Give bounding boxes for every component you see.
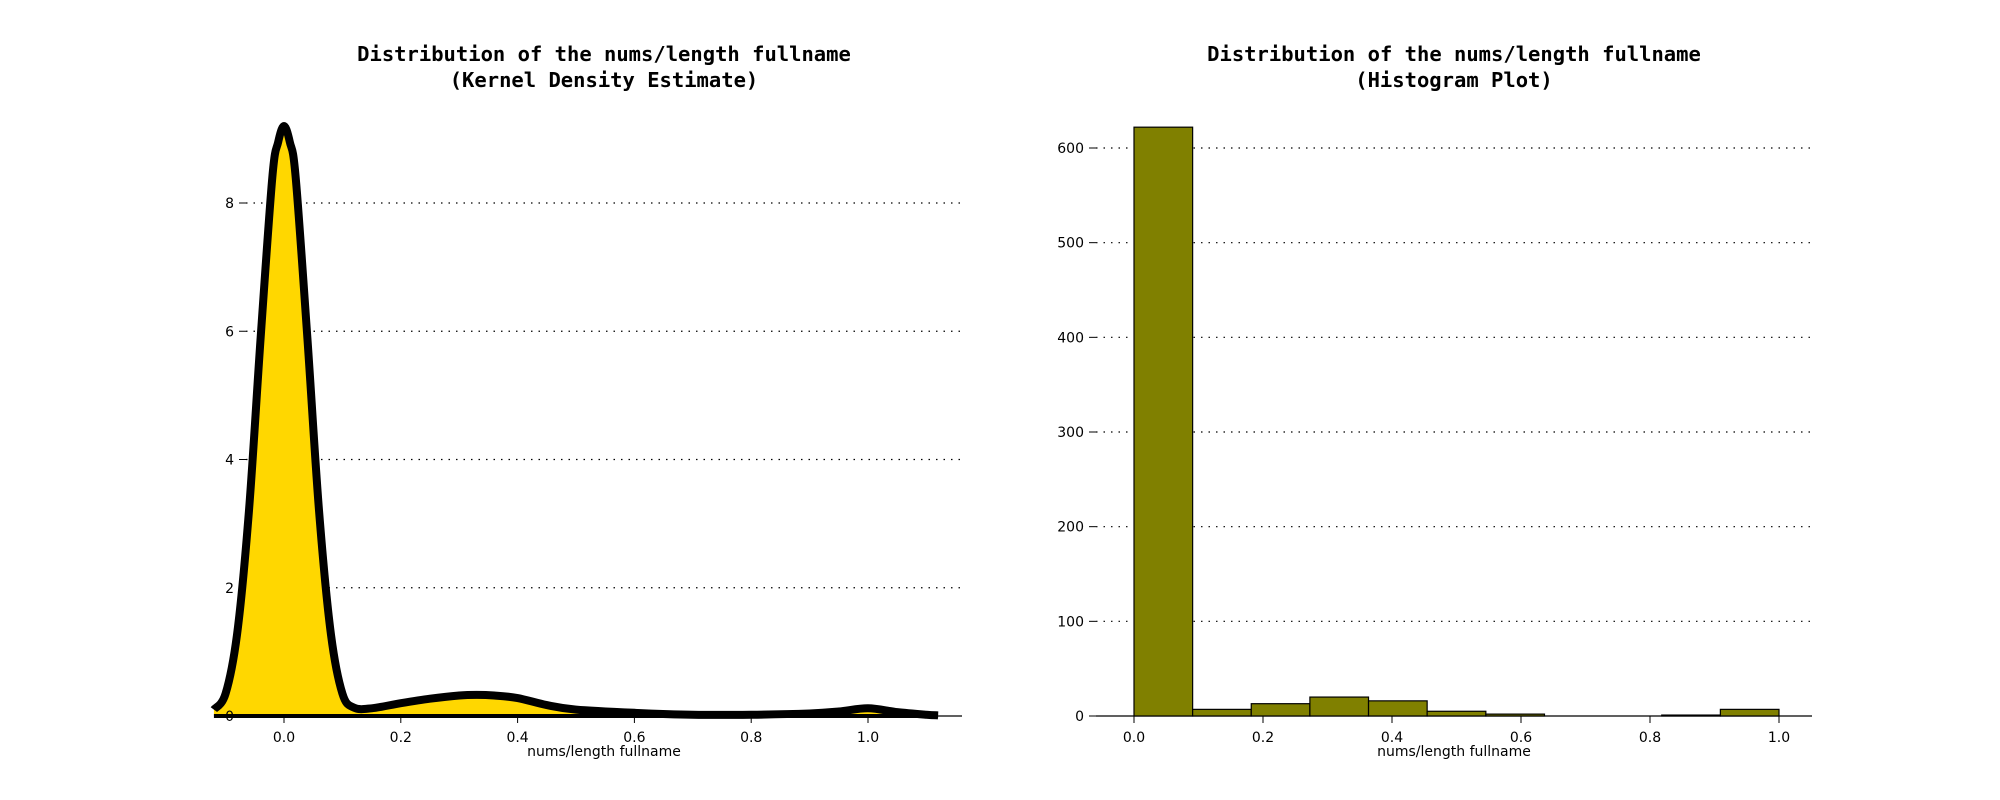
kde-x-tick-label: 1.0	[857, 730, 879, 746]
histogram-bar	[1719, 708, 1780, 717]
kde-y-tick-label: 0	[225, 709, 234, 725]
histogram-bar	[1661, 714, 1721, 717]
histogram-x-tick-label: 0.4	[1381, 730, 1403, 746]
histogram-plot-area	[1133, 126, 1780, 717]
histogram-x-axis-label: nums/length fullname	[1377, 744, 1531, 760]
histogram-bar	[1485, 713, 1546, 717]
kde-area-fill	[213, 126, 939, 717]
chart-title-line: (Histogram Plot)	[1355, 68, 1552, 92]
histogram-y-tick-label: 0	[1075, 709, 1084, 725]
kde-y-tick-label: 4	[225, 453, 234, 469]
chart-title-line: (Kernel Density Estimate)	[450, 68, 759, 92]
histogram-bar	[1192, 708, 1252, 717]
histogram-chart-panel: Distribution of the nums/length fullname…	[1057, 42, 1812, 760]
kde-y-tick-label: 6	[225, 324, 234, 340]
histogram-bar	[1250, 703, 1311, 717]
histogram-x-tick-label: 0.8	[1639, 730, 1661, 746]
histogram-y-tick-label: 500	[1057, 236, 1084, 252]
histogram-y-tick-label: 600	[1057, 141, 1084, 157]
histogram-bar	[1309, 696, 1370, 717]
kde-plot-area	[210, 122, 939, 720]
histogram-tick-labels: 0 100 200 300 400 500 600 0.0 0.2 0.4 0.6 0.8 1.0	[1057, 141, 1790, 746]
histogram-x-tick-label: 1.0	[1768, 730, 1790, 746]
histogram-x-tick-label: 0.0	[1123, 730, 1145, 746]
histogram-chart-title: Distribution of the nums/length fullname…	[1207, 42, 1701, 92]
histogram-y-tick-label: 400	[1057, 330, 1084, 346]
histogram-gridlines	[1096, 147, 1812, 622]
histogram-y-tick-label: 300	[1057, 425, 1084, 441]
chart-title-line: Distribution of the nums/length fullname	[357, 42, 851, 66]
histogram-bar	[1133, 126, 1194, 717]
histogram-y-tick-label: 100	[1057, 614, 1084, 630]
kde-y-tick-label: 8	[225, 196, 234, 212]
kde-x-tick-label: 0.0	[273, 730, 295, 746]
kde-chart-panel: Distribution of the nums/length fullname…	[210, 42, 962, 760]
kde-x-tick-label: 0.4	[506, 730, 528, 746]
kde-y-tick-label: 2	[225, 581, 234, 597]
chart-title-line: Distribution of the nums/length fullname	[1207, 42, 1701, 66]
kde-x-tick-label: 0.6	[623, 730, 645, 746]
kde-tick-labels: 0 2 4 6 8 0.0 0.2 0.4 0.6 0.8 1.0	[225, 196, 879, 746]
kde-x-tick-label: 0.8	[740, 730, 762, 746]
histogram-y-tick-label: 200	[1057, 520, 1084, 536]
histogram-x-tick-label: 0.6	[1510, 730, 1532, 746]
kde-x-axis-label: nums/length fullname	[527, 744, 681, 760]
histogram-x-tick-label: 0.2	[1252, 730, 1274, 746]
kde-x-tick-label: 0.2	[390, 730, 412, 746]
histogram-bar	[1426, 710, 1487, 717]
histogram-bar	[1367, 700, 1428, 717]
kde-gridlines	[246, 202, 962, 589]
kde-chart-title: Distribution of the nums/length fullname…	[357, 42, 851, 92]
